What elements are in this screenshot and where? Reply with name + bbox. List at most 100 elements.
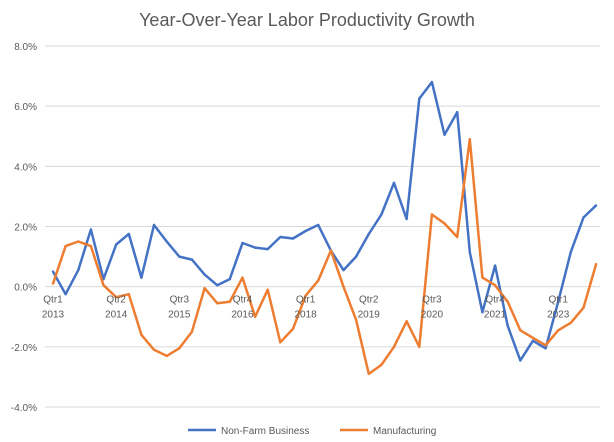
data-point	[241, 276, 244, 279]
data-point	[228, 277, 232, 281]
data-point	[569, 321, 573, 324]
data-point	[506, 300, 509, 303]
data-point	[253, 246, 257, 249]
data-point	[506, 324, 509, 327]
x-tick-year: 2023	[547, 310, 570, 321]
y-tick-label: 4.0%	[14, 162, 37, 173]
x-axis-ticks: Qtr1 2013 Qtr2 2014 Qtr3 2015 Qtr4 2016 Qtr1 2018…	[42, 295, 570, 321]
data-point	[178, 255, 181, 258]
series-lines	[51, 80, 598, 376]
data-point	[594, 204, 598, 207]
data-point	[291, 237, 295, 240]
data-point	[291, 327, 295, 330]
data-point	[481, 311, 484, 314]
data-point	[127, 232, 130, 236]
data-point	[51, 270, 55, 273]
x-tick-year: 2018	[294, 310, 317, 321]
data-point	[228, 300, 232, 303]
data-point	[279, 235, 282, 239]
data-point	[317, 279, 320, 282]
data-point	[544, 344, 547, 347]
data-point	[215, 302, 219, 305]
y-tick-label: 6.0%	[14, 102, 37, 113]
data-point	[582, 306, 585, 309]
data-point	[279, 341, 282, 344]
data-point	[367, 372, 370, 376]
data-point	[165, 240, 168, 243]
data-point	[241, 241, 244, 245]
x-tick-quarter: Qtr2	[359, 295, 379, 306]
data-point	[455, 235, 459, 239]
data-point	[380, 213, 383, 216]
data-point	[64, 244, 67, 248]
y-tick-label: 0.0%	[14, 283, 37, 294]
data-point	[493, 283, 497, 287]
data-point	[594, 262, 598, 266]
data-point	[114, 243, 118, 246]
legend-label: Manufacturing	[373, 426, 436, 437]
gridlines	[45, 45, 600, 408]
data-point	[582, 216, 585, 219]
data-point	[203, 273, 206, 276]
data-point	[557, 329, 560, 332]
y-tick-label: -2.0%	[11, 343, 37, 354]
x-tick-quarter: Qtr3	[170, 295, 190, 306]
data-point	[354, 255, 358, 258]
data-point	[165, 354, 168, 358]
data-point	[443, 222, 446, 225]
data-point	[405, 217, 408, 221]
data-point	[266, 247, 269, 251]
data-point	[178, 347, 181, 350]
data-point	[392, 345, 396, 349]
data-point	[89, 244, 93, 248]
data-point	[190, 258, 194, 261]
x-tick-quarter: Qtr1	[548, 295, 568, 306]
series-line-manufacturing	[51, 138, 598, 376]
x-tick-year: 2020	[421, 310, 444, 321]
data-point	[77, 268, 80, 272]
y-axis-ticks: 8.0% 6.0% 4.0% 2.0% 0.0% -2.0% -4.0%	[11, 42, 37, 414]
data-point	[342, 285, 345, 288]
data-point	[418, 345, 421, 349]
x-tick-year: 2016	[231, 310, 254, 321]
x-tick-year: 2021	[484, 310, 507, 321]
data-point	[102, 283, 105, 287]
data-point	[430, 80, 434, 84]
y-tick-label: -4.0%	[11, 403, 37, 414]
data-point	[190, 330, 194, 333]
legend-label: Non-Farm Business	[221, 426, 309, 437]
data-point	[114, 295, 118, 299]
data-point	[405, 320, 408, 323]
data-point	[531, 336, 535, 340]
data-point	[354, 318, 358, 321]
data-point	[418, 97, 421, 100]
data-point	[304, 294, 307, 297]
data-point	[519, 329, 522, 332]
data-point	[140, 276, 143, 279]
x-tick-quarter: Qtr1	[296, 295, 316, 306]
x-tick-year: 2015	[168, 310, 191, 321]
data-point	[51, 282, 55, 285]
x-tick-year: 2019	[358, 310, 381, 321]
data-point	[519, 359, 522, 362]
x-tick-quarter: Qtr2	[106, 295, 126, 306]
data-point	[557, 300, 560, 303]
data-point	[317, 223, 320, 227]
data-point	[531, 339, 535, 343]
data-point	[342, 268, 345, 272]
data-point	[329, 249, 333, 252]
data-point	[140, 333, 143, 336]
data-point	[367, 232, 370, 236]
data-point	[430, 213, 434, 216]
data-point	[203, 286, 206, 290]
data-point	[493, 264, 497, 267]
y-tick-label: 8.0%	[14, 42, 37, 53]
data-point	[380, 363, 383, 367]
data-point	[77, 240, 80, 243]
x-tick-quarter: Qtr1	[43, 295, 63, 306]
data-point	[152, 348, 156, 352]
data-point	[544, 347, 547, 350]
x-tick-year: 2014	[105, 310, 128, 321]
series-line-non-farm-business	[51, 80, 597, 362]
data-point	[89, 228, 93, 231]
